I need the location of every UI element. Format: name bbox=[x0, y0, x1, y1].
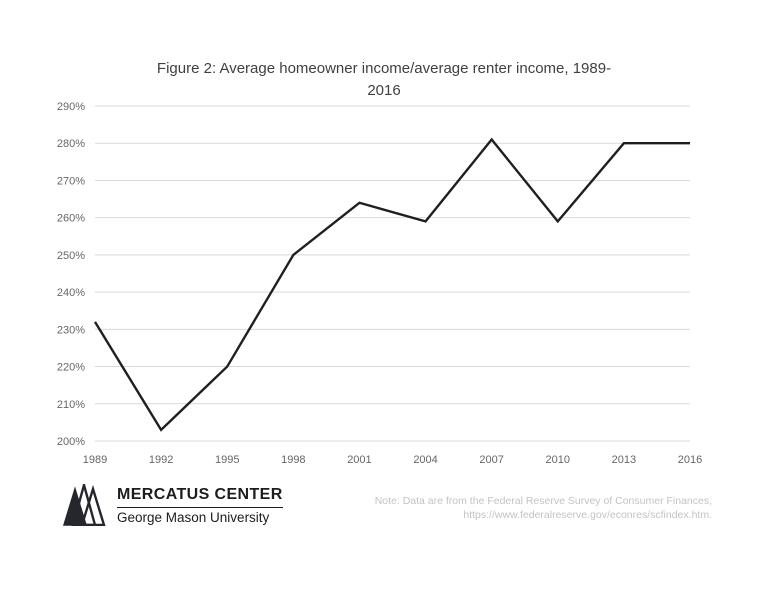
mercatus-logo-text: MERCATUS CENTER George Mason University bbox=[117, 486, 283, 525]
logo-divider bbox=[117, 506, 283, 508]
x-tick-label: 2013 bbox=[612, 454, 636, 466]
source-note: Note: Data are from the Federal Reserve … bbox=[375, 494, 712, 522]
y-tick-label: 290% bbox=[57, 101, 85, 113]
y-tick-label: 230% bbox=[57, 324, 85, 336]
y-tick-label: 260% bbox=[57, 213, 85, 225]
mercatus-logo-mark bbox=[62, 484, 106, 526]
data-line bbox=[93, 137, 690, 432]
y-tick-label: 240% bbox=[57, 287, 85, 299]
x-tick-label: 2016 bbox=[678, 454, 702, 466]
y-tick-label: 210% bbox=[57, 399, 85, 411]
mercatus-logo-title: MERCATUS CENTER bbox=[117, 485, 283, 503]
y-tick-label: 270% bbox=[57, 175, 85, 187]
line-chart: 200% 210% 220% 230% 240% 250% 260% 270% 280% 290%… bbox=[57, 101, 702, 466]
x-tick-label: 2007 bbox=[479, 454, 503, 466]
chart-title: Figure 2: Average homeowner income/avera… bbox=[104, 58, 664, 102]
x-tick-label: 1998 bbox=[281, 454, 305, 466]
source-note-line2: https://www.federalreserve.gov/econres/s… bbox=[463, 509, 712, 521]
mercatus-logo: MERCATUS CENTER George Mason University bbox=[62, 484, 283, 526]
mercatus-logo-subtitle: George Mason University bbox=[117, 509, 270, 525]
y-tick-label: 280% bbox=[57, 138, 85, 150]
x-tick-label: 1989 bbox=[83, 454, 107, 466]
y-tick-label: 200% bbox=[57, 436, 85, 448]
x-tick-label: 1995 bbox=[215, 454, 239, 466]
y-tick-label: 250% bbox=[57, 250, 85, 262]
source-note-line1: Note: Data are from the Federal Reserve … bbox=[374, 495, 712, 507]
x-tick-label: 2010 bbox=[546, 454, 570, 466]
chart-title-line2: 2016 bbox=[367, 82, 401, 99]
y-tick-label: 220% bbox=[57, 362, 85, 374]
x-tick-label: 1992 bbox=[149, 454, 173, 466]
x-tick-label: 2001 bbox=[347, 454, 371, 466]
x-tick-label: 2004 bbox=[413, 454, 437, 466]
chart-title-line1: Figure 2: Average homeowner income/avera… bbox=[156, 60, 612, 77]
